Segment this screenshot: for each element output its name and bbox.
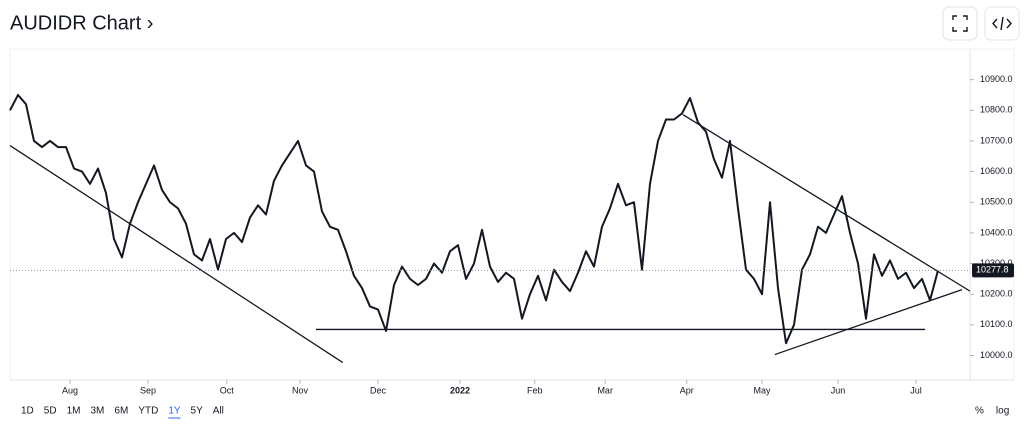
trend-line	[9, 144, 344, 364]
x-tick-label: Mar	[597, 385, 613, 395]
y-tick-label: 10500.0	[980, 197, 1013, 207]
range-button[interactable]: 5Y	[191, 406, 204, 417]
scale-button[interactable]: %	[975, 406, 984, 417]
x-tick-label: Jun	[831, 385, 846, 395]
y-tick-label: 10600.0	[980, 166, 1013, 176]
x-tick-label: Oct	[220, 385, 235, 395]
fullscreen-button[interactable]	[942, 6, 978, 41]
y-tick-label: 10000.0	[980, 350, 1013, 360]
y-tick-label: 10700.0	[980, 135, 1013, 145]
y-tick-label: 10100.0	[980, 319, 1013, 329]
last-price-box	[972, 263, 1014, 278]
y-tick-label: 10400.0	[980, 227, 1013, 237]
plot-frame	[9, 48, 1015, 381]
x-tick-label: 2022	[450, 385, 470, 395]
range-button[interactable]: 1D	[21, 406, 34, 417]
range-button[interactable]: 3M	[91, 406, 105, 417]
y-tick-label: 10900.0	[980, 74, 1013, 84]
range-button[interactable]: 5D	[44, 406, 57, 417]
last-price-label: 10277.8	[976, 265, 1009, 275]
y-tick-label: 10200.0	[980, 289, 1013, 299]
range-button[interactable]: 1Y	[168, 406, 181, 417]
range-button[interactable]: All	[213, 406, 224, 417]
chart-title[interactable]: AUDIDR Chart ›	[10, 12, 153, 34]
y-tick-label: 10800.0	[980, 105, 1013, 115]
range-button[interactable]: 1M	[67, 406, 81, 417]
x-tick-label: Dec	[370, 385, 387, 395]
x-tick-label: Nov	[292, 385, 309, 395]
x-tick-label: Jul	[910, 385, 922, 395]
scale-button[interactable]: log	[996, 406, 1009, 417]
embed-button[interactable]	[984, 6, 1020, 41]
price-line	[9, 93, 939, 345]
x-tick-label: Sep	[140, 385, 156, 395]
range-button[interactable]: YTD	[138, 406, 158, 417]
trend-line	[682, 114, 971, 292]
x-tick-label: Feb	[527, 385, 543, 395]
x-tick-label: Apr	[680, 385, 694, 395]
x-tick-label: Aug	[62, 385, 78, 395]
y-tick-label: 10300.0	[980, 258, 1013, 268]
range-button[interactable]: 6M	[114, 406, 128, 417]
x-tick-label: May	[753, 385, 771, 395]
